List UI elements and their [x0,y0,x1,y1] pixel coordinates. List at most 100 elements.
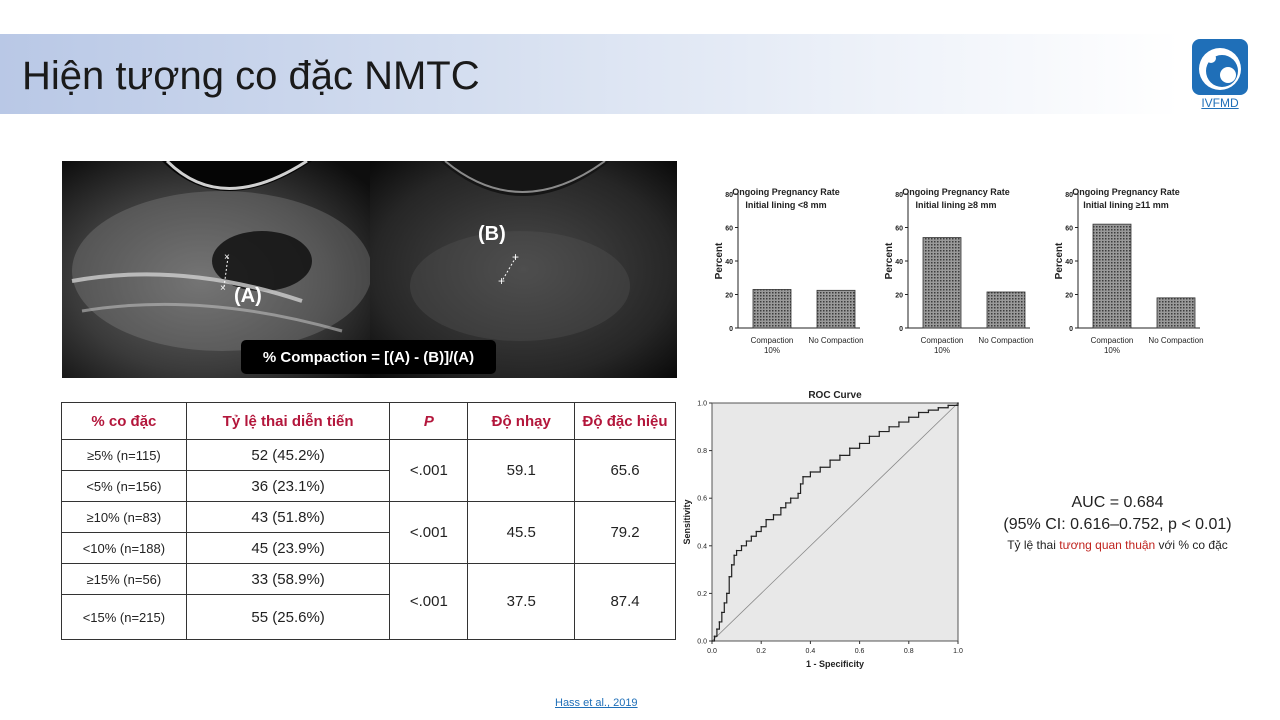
roc-point [716,628,718,630]
bar-category-label: No Compaction [808,336,863,345]
bar-chart-2: Ongoing Pregnancy Rate Initial lining ≥8 … [884,187,1034,355]
roc-x-tick-label: 0.2 [756,648,766,655]
bar-category-label: Compaction [1091,336,1134,345]
roc-x-axis-label: 1 - Specificity [806,659,864,669]
roc-point [760,525,762,528]
table-row: ≥5% (n=115) 52 (45.2%) <.001 59.1 65.6 [61,439,676,502]
table-cell-sensitivity: 59.1 [467,439,576,502]
roc-point [802,475,804,478]
roc-y-tick-label: 0.6 [697,496,707,503]
table-cell: <5% (n=156) [61,470,187,502]
bar-y-tick-label: 20 [725,293,733,300]
table-cell: 52 (45.2%) [185,439,391,471]
roc-x-tick-label: 0.0 [707,648,717,655]
roc-point [797,492,799,495]
auc-note-pre: Tỷ lệ thai [1007,538,1060,552]
bar-chart-1: Ongoing Pregnancy Rate Initial lining <8 … [714,187,864,355]
bar-y-tick-label: 0 [899,326,903,333]
svg-text:×: × [224,252,230,263]
bar-category-label: No Compaction [978,336,1033,345]
bar-y-axis-label: Percent [714,242,725,279]
roc-point [937,406,940,409]
bar-charts: Ongoing Pregnancy Rate Initial lining <8 … [714,187,1204,355]
roc-point [718,621,721,623]
table-row: <5% (n=156) 36 (23.1%) [61,470,676,502]
auc-note: Tỷ lệ thai tương quan thuận với % co đặc [985,536,1250,554]
page-title: Hiện tượng co đặc NMTC [22,54,480,98]
citation-link[interactable]: Hass et al., 2019 [555,697,638,709]
header-sensitivity: Độ nhạy [467,402,576,440]
bar-y-tick-label: 80 [1065,192,1073,199]
table-cell-p: <.001 [389,563,469,640]
table-cell-sensitivity: 37.5 [467,563,576,640]
table-cell-specificity: 79.2 [574,501,676,564]
bar-y-tick-label: 40 [1065,259,1073,266]
roc-point [723,602,726,604]
roc-y-tick-label: 0.0 [697,639,707,646]
bar-y-tick-label: 0 [729,326,733,333]
table-cell: 33 (58.9%) [185,563,391,595]
auc-box: AUC = 0.684 (95% CI: 0.616–0.752, p < 0.… [985,492,1250,554]
roc-point [799,483,802,485]
bar-y-tick-label: 60 [895,226,903,233]
bar-category-label: 10% [934,346,950,355]
roc-point [819,466,822,469]
bar-y-axis-label: Percent [884,242,895,279]
bar-chart-subtitle: Initial lining <8 mm [745,200,826,210]
auc-note-highlight: tương quan thuận [1059,538,1156,552]
ultrasound-image-a: × × (A) [62,161,370,378]
auc-note-post: với % co đặc [1155,538,1228,552]
bar-y-tick-label: 20 [895,293,903,300]
roc-point [711,640,713,642]
table-cell: <15% (n=215) [61,594,187,640]
title-band [0,34,1180,114]
ivfmd-logo [1192,39,1248,95]
roc-diagonal [711,402,959,642]
auc-value: AUC = 0.684 [1071,494,1164,511]
bar-y-tick-label: 40 [725,259,733,266]
table-cell: ≥5% (n=115) [61,439,187,471]
roc-point [917,411,920,414]
header-specificity: Độ đặc hiệu [574,402,676,440]
bar-chart-title: Ongoing Pregnancy Rate [1072,187,1180,197]
roc-point [713,635,716,638]
roc-point [809,471,812,473]
roc-x-tick-label: 0.8 [904,648,914,655]
roc-point [745,540,748,542]
table-cell: <10% (n=188) [61,532,187,564]
bar-category-label: 10% [764,346,780,355]
roc-point [957,402,959,404]
roc-curve-line [712,403,959,642]
roc-point [733,554,735,557]
bar-y-tick-label: 60 [1065,226,1073,233]
table-row: ≥15% (n=56) 33 (58.9%) <.001 37.5 87.4 [61,563,676,640]
table-cell: 55 (25.6%) [185,594,391,640]
label-a: (A) [234,285,262,307]
table-cell-specificity: 65.6 [574,439,676,502]
bar-category-label: Compaction [751,336,794,345]
roc-point [848,447,851,450]
roc-point [898,421,900,423]
svg-text:+: + [512,250,519,264]
bar-category-label: Compaction [921,336,964,345]
roc-point [829,459,831,461]
table-row: ≥10% (n=83) 43 (51.8%) <.001 45.5 79.2 [61,501,676,564]
bar [986,291,1026,329]
bar-y-tick-label: 20 [1065,293,1073,300]
label-b: (B) [478,223,506,245]
roc-point [908,416,910,419]
bar [752,289,792,329]
roc-chart: ROC Curve 0.00.0 0.2 0.2 0.4 0.4 0.6 0.6 0.8 0.8 1… [682,390,963,669]
compaction-table: % co đặc Tỷ lệ thai diễn tiến P Độ nhạy … [61,402,676,640]
roc-point [755,530,758,533]
bar-chart-subtitle: Initial lining ≥11 mm [1083,200,1168,210]
roc-point [750,535,753,538]
roc-point [785,502,787,504]
roc-point [888,426,890,428]
bar-category-label: 10% [1104,346,1120,355]
roc-point [721,611,723,614]
roc-y-tick-label: 0.8 [697,448,707,455]
roc-y-axis-label: Sensitivity [682,499,692,544]
table-cell: 43 (51.8%) [185,501,391,533]
table-cell-p: <.001 [389,439,469,502]
